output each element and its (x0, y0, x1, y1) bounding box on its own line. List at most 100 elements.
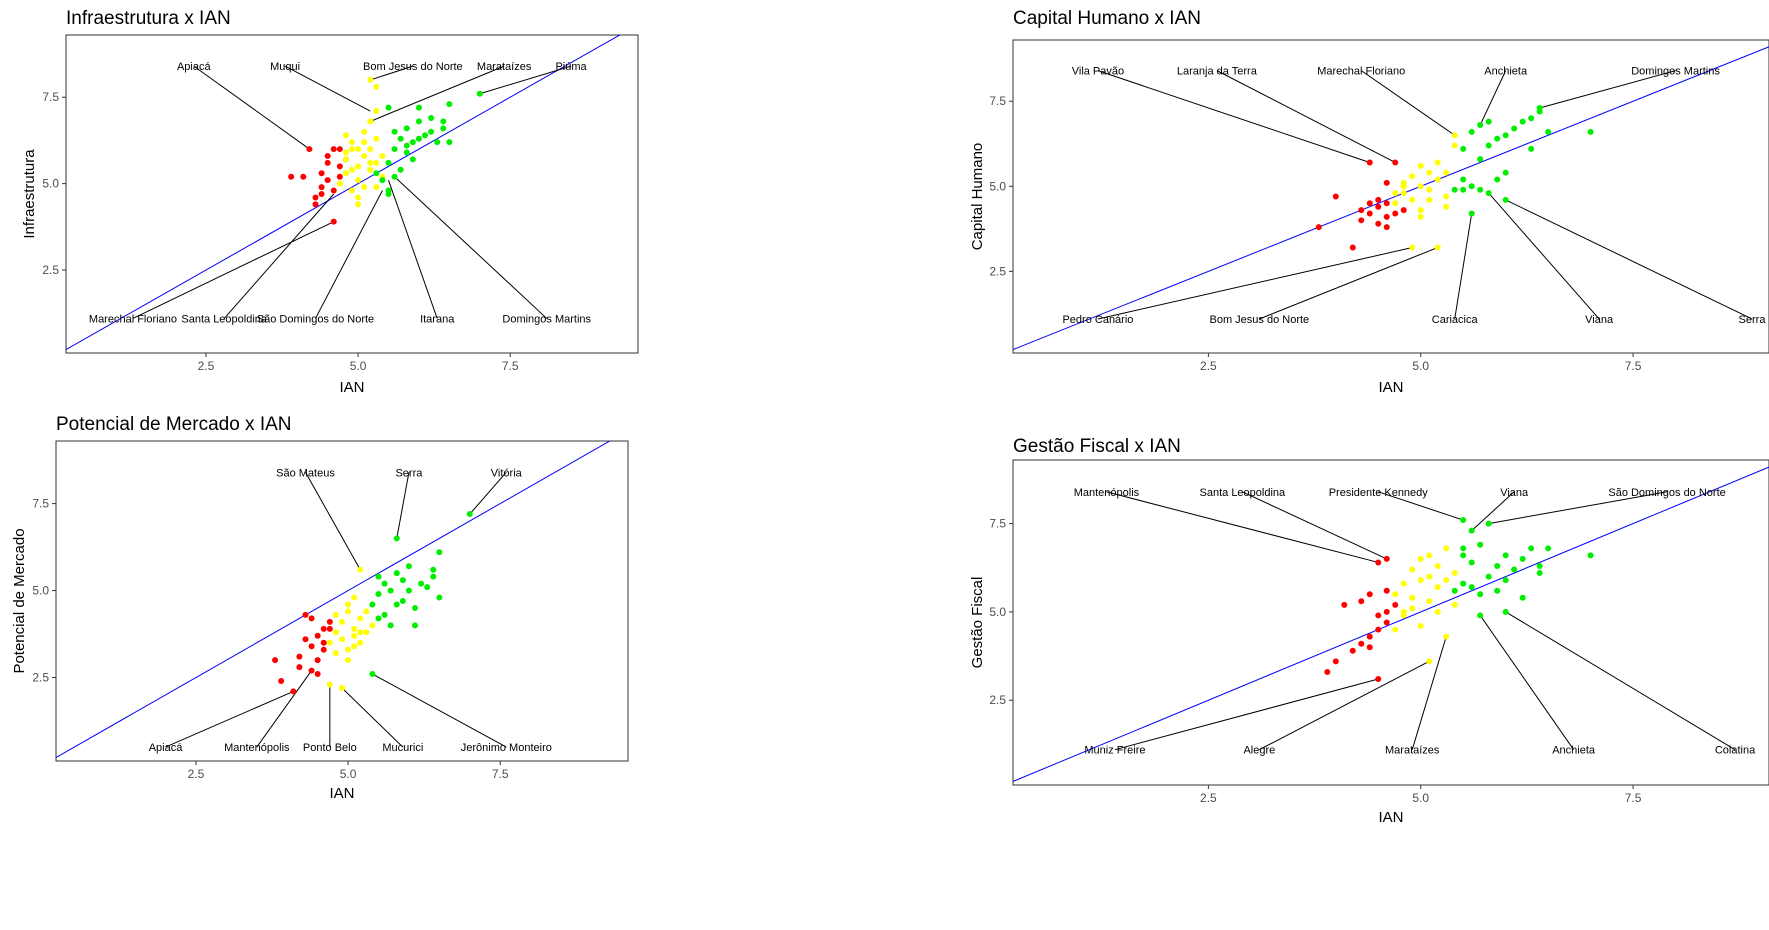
point-high (409, 156, 416, 163)
point-low (330, 146, 337, 153)
y-tick-label: 2.5 (42, 263, 59, 277)
point-high (1468, 527, 1475, 534)
point-low (288, 173, 295, 180)
point-mid (367, 159, 374, 166)
point-label: Alegre (1243, 745, 1275, 757)
point-low (302, 636, 309, 643)
point-high (405, 563, 412, 570)
label-connector (315, 190, 383, 319)
point-label: São Mateus (276, 467, 335, 479)
point-mid (326, 681, 333, 688)
point-low (1383, 213, 1390, 220)
label-connector (1259, 247, 1438, 320)
point-low (320, 639, 327, 646)
point-mid (1426, 598, 1433, 605)
point-high (1477, 591, 1484, 598)
y-tick-label: 2.5 (32, 671, 49, 685)
point-high (440, 118, 447, 125)
point-high (1460, 580, 1467, 587)
point-low (336, 173, 343, 180)
point-mid (1443, 545, 1450, 552)
x-tick-label: 2.5 (1200, 791, 1217, 805)
point-label: Itarana (420, 313, 455, 325)
point-low (324, 152, 331, 159)
point-mid (367, 146, 374, 153)
point-mid (332, 629, 339, 636)
x-axis-title: IAN (1378, 809, 1403, 826)
point-mid (339, 684, 345, 691)
x-tick-label: 7.5 (1625, 791, 1642, 805)
x-axis-title: IAN (339, 379, 364, 396)
label-connector (1106, 491, 1379, 563)
x-tick-label: 5.0 (1412, 791, 1429, 805)
point-mid (363, 608, 370, 615)
point-high (1536, 570, 1543, 577)
point-high (399, 598, 406, 604)
point-low (1366, 210, 1373, 217)
point-mid (355, 201, 362, 208)
point-low (326, 625, 333, 632)
label-connector (396, 472, 410, 539)
point-high (1502, 169, 1509, 176)
point-label: Santa Leopoldina (181, 313, 268, 325)
point-high (1460, 176, 1467, 183)
point-mid (332, 611, 339, 618)
point-high (430, 573, 437, 580)
point-mid (1434, 244, 1441, 251)
point-mid (351, 594, 358, 601)
point-high (428, 128, 435, 135)
point-mid (336, 180, 343, 187)
point-high (424, 584, 431, 591)
point-high (375, 615, 382, 622)
point-low (272, 657, 279, 664)
point-high (1494, 587, 1501, 594)
point-low (1366, 159, 1373, 166)
point-high (1536, 562, 1543, 569)
point-low (1383, 587, 1390, 594)
point-low (1375, 559, 1382, 566)
point-high (1460, 186, 1467, 193)
point-low (1383, 608, 1390, 615)
point-low (300, 173, 307, 180)
point-low (302, 611, 309, 618)
point-high (387, 587, 394, 594)
label-connector (1114, 678, 1379, 751)
point-mid (361, 184, 368, 191)
point-mid (1392, 626, 1399, 633)
label-connector (1479, 70, 1507, 126)
label-connector (370, 65, 414, 81)
label-connector (1488, 192, 1600, 320)
point-mid (1434, 159, 1441, 166)
point-label: Bom Jesus do Norte (363, 61, 463, 73)
label-connector (1411, 636, 1447, 750)
point-mid (351, 625, 358, 632)
point-high (1477, 156, 1484, 163)
point-mid (355, 163, 362, 170)
point-mid (1451, 601, 1458, 608)
x-tick-label: 7.5 (492, 767, 509, 781)
capital-humano-chart: Capital Humano x IAN 2.5 5.0 7.5 2.5 5.0 7.5 I… (960, 0, 1769, 405)
point-mid (1417, 162, 1424, 169)
point-high (385, 191, 392, 197)
point-mid (363, 629, 370, 636)
label-connector (479, 65, 572, 95)
point-mid (1400, 580, 1407, 587)
point-low (336, 163, 343, 170)
point-mid (1417, 213, 1424, 220)
point-mid (345, 601, 352, 608)
point-mid (342, 156, 349, 163)
point-mid (373, 184, 380, 191)
point-mid (1426, 573, 1433, 580)
label-connector (1454, 213, 1473, 320)
point-mid (1417, 555, 1424, 562)
point-mid (342, 132, 349, 139)
point-high (1485, 118, 1492, 125)
point-label: Viana (1500, 487, 1529, 499)
point-label: Mucurici (382, 742, 423, 754)
point-high (1511, 125, 1518, 132)
point-high (1468, 183, 1475, 190)
point-high (1485, 190, 1492, 197)
plot-border (1012, 39, 1769, 354)
point-mid (1443, 633, 1450, 640)
point-mid (349, 166, 355, 173)
